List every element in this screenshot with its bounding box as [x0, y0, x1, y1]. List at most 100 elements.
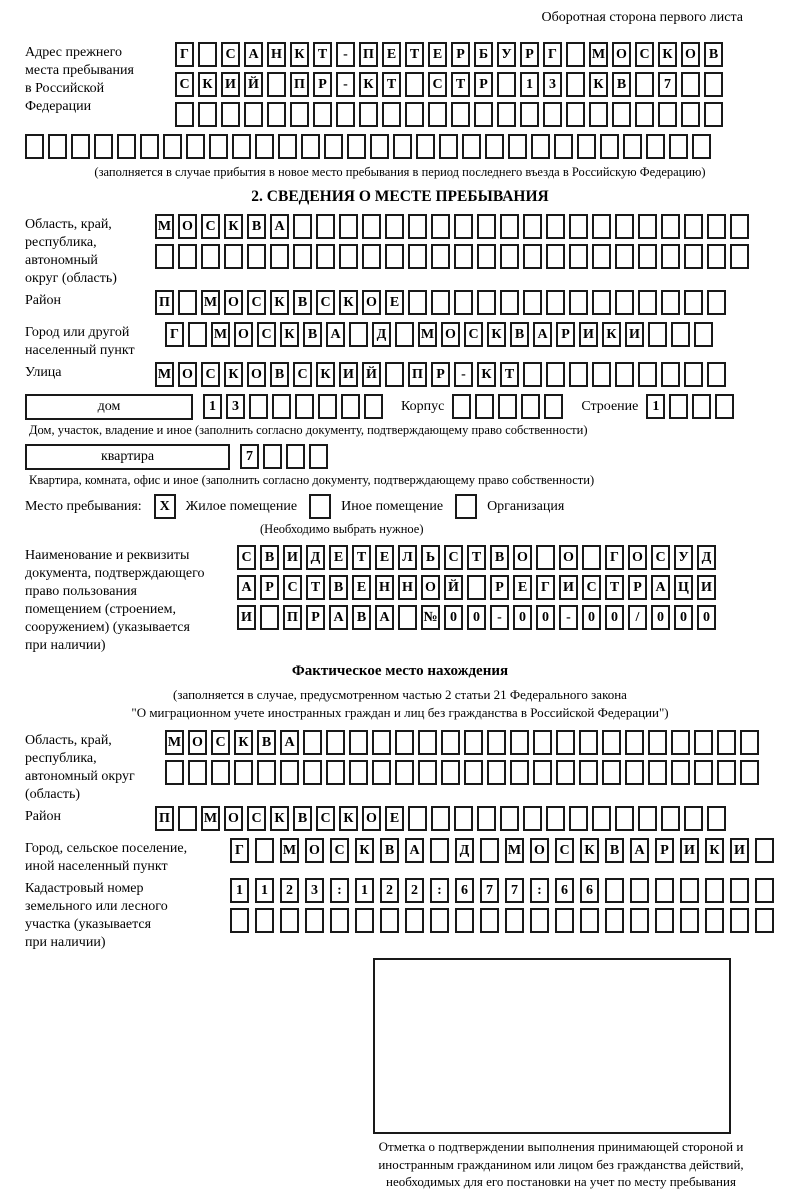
char-cell[interactable]: 0 [536, 605, 555, 630]
char-cell[interactable]: Р [655, 838, 674, 863]
char-cell[interactable] [280, 908, 299, 933]
char-cell[interactable] [301, 134, 320, 159]
char-cell[interactable] [505, 908, 524, 933]
char-cell[interactable]: О [305, 838, 324, 863]
char-cell[interactable]: Н [375, 575, 394, 600]
char-cell[interactable] [556, 760, 575, 785]
char-cell[interactable]: П [155, 806, 174, 831]
char-cell[interactable] [730, 244, 749, 269]
apartment-box[interactable]: квартира [25, 444, 230, 470]
char-cell[interactable] [318, 394, 337, 419]
char-cell[interactable]: У [674, 545, 693, 570]
char-cell[interactable]: А [405, 838, 424, 863]
char-cell[interactable]: 6 [455, 878, 474, 903]
char-cell[interactable] [477, 214, 496, 239]
char-cell[interactable]: 2 [280, 878, 299, 903]
char-cell[interactable] [244, 102, 263, 127]
char-cell[interactable] [359, 102, 378, 127]
char-cell[interactable] [234, 760, 253, 785]
char-cell[interactable]: Д [697, 545, 716, 570]
char-cell[interactable] [694, 730, 713, 755]
char-cell[interactable] [638, 806, 657, 831]
char-cell[interactable] [661, 290, 680, 315]
char-cell[interactable] [395, 322, 414, 347]
char-cell[interactable]: Д [372, 322, 391, 347]
char-cell[interactable]: К [487, 322, 506, 347]
char-cell[interactable] [592, 214, 611, 239]
char-cell[interactable] [554, 134, 573, 159]
char-cell[interactable] [408, 244, 427, 269]
char-cell[interactable] [755, 908, 774, 933]
char-cell[interactable] [454, 290, 473, 315]
char-cell[interactable]: Й [444, 575, 463, 600]
checkbox-other-premises[interactable] [309, 494, 332, 519]
char-cell[interactable] [661, 244, 680, 269]
char-cell[interactable] [462, 134, 481, 159]
char-cell[interactable] [497, 102, 516, 127]
char-cell[interactable] [257, 760, 276, 785]
char-cell[interactable]: С [247, 806, 266, 831]
char-cell[interactable]: О [559, 545, 578, 570]
char-cell[interactable] [385, 214, 404, 239]
char-cell[interactable] [566, 42, 585, 67]
char-cell[interactable] [454, 806, 473, 831]
char-cell[interactable]: 1 [230, 878, 249, 903]
char-cell[interactable]: Р [431, 362, 450, 387]
char-cell[interactable]: С [428, 72, 447, 97]
char-cell[interactable] [278, 134, 297, 159]
char-cell[interactable]: : [330, 878, 349, 903]
char-cell[interactable]: 3 [543, 72, 562, 97]
char-cell[interactable]: Ц [674, 575, 693, 600]
char-cell[interactable] [382, 102, 401, 127]
char-cell[interactable] [349, 760, 368, 785]
char-cell[interactable]: К [339, 806, 358, 831]
char-cell[interactable] [625, 760, 644, 785]
char-cell[interactable]: В [303, 322, 322, 347]
char-cell[interactable]: С [211, 730, 230, 755]
char-cell[interactable]: Е [375, 545, 394, 570]
char-cell[interactable] [25, 134, 44, 159]
char-cell[interactable]: 2 [380, 878, 399, 903]
char-cell[interactable] [431, 290, 450, 315]
char-cell[interactable] [508, 134, 527, 159]
char-cell[interactable] [684, 244, 703, 269]
char-cell[interactable]: Д [306, 545, 325, 570]
char-cell[interactable] [355, 908, 374, 933]
char-cell[interactable] [316, 244, 335, 269]
char-cell[interactable]: Р [260, 575, 279, 600]
char-cell[interactable]: И [339, 362, 358, 387]
char-cell[interactable] [635, 72, 654, 97]
char-cell[interactable] [339, 214, 358, 239]
char-cell[interactable] [661, 214, 680, 239]
char-cell[interactable]: Г [605, 545, 624, 570]
char-cell[interactable]: Т [500, 362, 519, 387]
char-cell[interactable]: : [430, 878, 449, 903]
char-cell[interactable] [681, 72, 700, 97]
char-cell[interactable] [523, 290, 542, 315]
char-cell[interactable]: Т [306, 575, 325, 600]
char-cell[interactable]: И [625, 322, 644, 347]
char-cell[interactable]: А [326, 322, 345, 347]
char-cell[interactable] [755, 838, 774, 863]
char-cell[interactable] [546, 362, 565, 387]
char-cell[interactable]: Р [628, 575, 647, 600]
char-cell[interactable] [500, 244, 519, 269]
char-cell[interactable]: К [198, 72, 217, 97]
char-cell[interactable]: К [224, 362, 243, 387]
char-cell[interactable] [441, 760, 460, 785]
char-cell[interactable] [477, 290, 496, 315]
char-cell[interactable]: Г [165, 322, 184, 347]
char-cell[interactable]: С [247, 290, 266, 315]
char-cell[interactable] [272, 394, 291, 419]
char-cell[interactable]: Г [543, 42, 562, 67]
char-cell[interactable] [428, 102, 447, 127]
char-cell[interactable] [707, 244, 726, 269]
char-cell[interactable] [684, 214, 703, 239]
char-cell[interactable] [209, 134, 228, 159]
char-cell[interactable]: А [630, 838, 649, 863]
char-cell[interactable] [267, 102, 286, 127]
char-cell[interactable] [705, 908, 724, 933]
char-cell[interactable] [313, 102, 332, 127]
char-cell[interactable]: И [697, 575, 716, 600]
house-box[interactable]: дом [25, 394, 193, 420]
